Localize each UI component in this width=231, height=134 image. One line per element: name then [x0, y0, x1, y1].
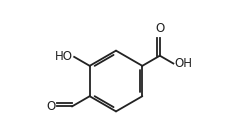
Text: OH: OH — [174, 57, 192, 70]
Text: O: O — [46, 100, 55, 113]
Text: O: O — [155, 23, 164, 36]
Text: HO: HO — [55, 50, 73, 63]
